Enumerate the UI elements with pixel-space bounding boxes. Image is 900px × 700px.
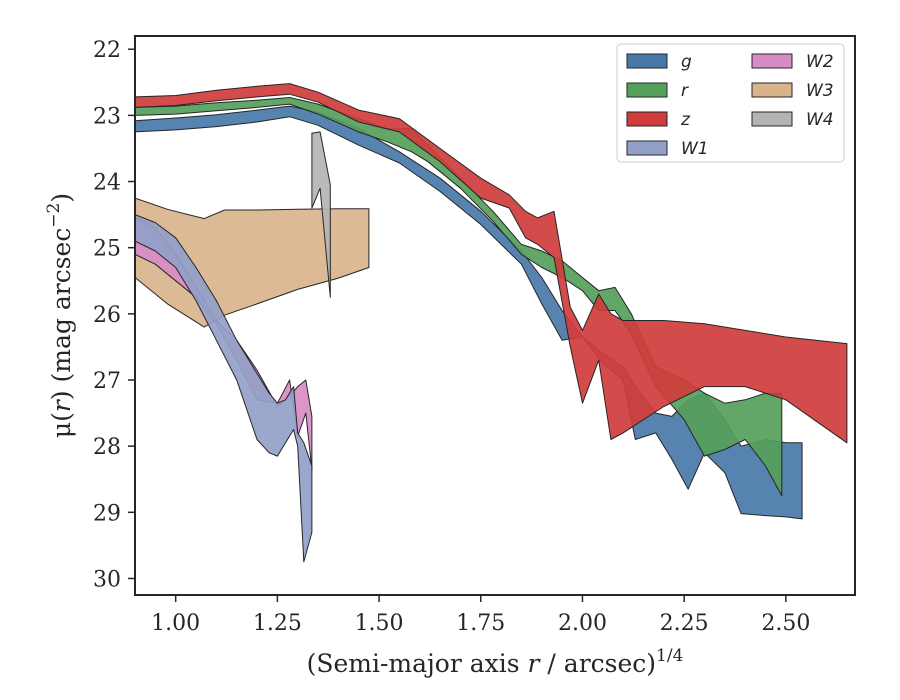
x-tick-label: 2.00 xyxy=(558,611,607,636)
legend-swatch-w1 xyxy=(626,140,668,156)
y-tick-label: 25 xyxy=(93,237,121,262)
x-axis-label: (Semi-major axis r / arcsec)1/4 xyxy=(307,646,684,678)
legend-label-w1: W1 xyxy=(681,139,709,159)
y-tick-label: 26 xyxy=(93,303,121,328)
y-tick-label: 29 xyxy=(93,501,121,526)
legend-swatch-z xyxy=(626,111,668,127)
x-tick-label: 1.00 xyxy=(151,611,200,636)
band-g xyxy=(135,105,803,520)
legend-swatch-w3 xyxy=(751,82,793,98)
x-tick-label: 1.25 xyxy=(253,611,302,636)
y-tick-label: 30 xyxy=(93,567,121,592)
legend-label-w4: W4 xyxy=(806,110,834,130)
y-axis-label: μ(r) (mag arcsec−2) xyxy=(44,193,76,438)
x-tick-label: 1.75 xyxy=(456,611,505,636)
x-tick-label: 2.25 xyxy=(660,611,709,636)
band-z xyxy=(135,83,848,444)
y-tick-label: 28 xyxy=(93,435,121,460)
y-tick-label: 24 xyxy=(93,171,121,196)
legend-swatch-w2 xyxy=(751,53,793,69)
y-tick-label: 27 xyxy=(93,369,121,394)
band-w1 xyxy=(135,214,313,563)
legend-swatch-w4 xyxy=(751,111,793,127)
legend-label-w3: W3 xyxy=(806,81,834,101)
legend-label-r: r xyxy=(681,81,689,101)
x-axis: 1.00 1.25 1.50 1.75 2.00 2.25 2.50 xyxy=(151,595,810,636)
legend-swatch-r xyxy=(626,82,668,98)
legend-swatch-g xyxy=(626,53,668,69)
y-tick-label: 23 xyxy=(93,104,121,129)
band-w4 xyxy=(311,131,331,298)
x-tick-label: 1.50 xyxy=(355,611,404,636)
legend: grz W1 W2 W3 W4 xyxy=(616,43,845,163)
y-tick-label: 22 xyxy=(93,38,121,63)
x-tick-label: 2.50 xyxy=(761,611,810,636)
legend-label-z: z xyxy=(680,110,691,130)
plot-frame xyxy=(134,35,856,596)
legend-box xyxy=(616,43,845,163)
series-bands xyxy=(135,83,848,563)
legend-label-g: g xyxy=(681,52,692,72)
legend-label-w2: W2 xyxy=(806,52,834,72)
y-axis: 22 23 24 25 26 27 28 29 30 xyxy=(93,38,135,592)
